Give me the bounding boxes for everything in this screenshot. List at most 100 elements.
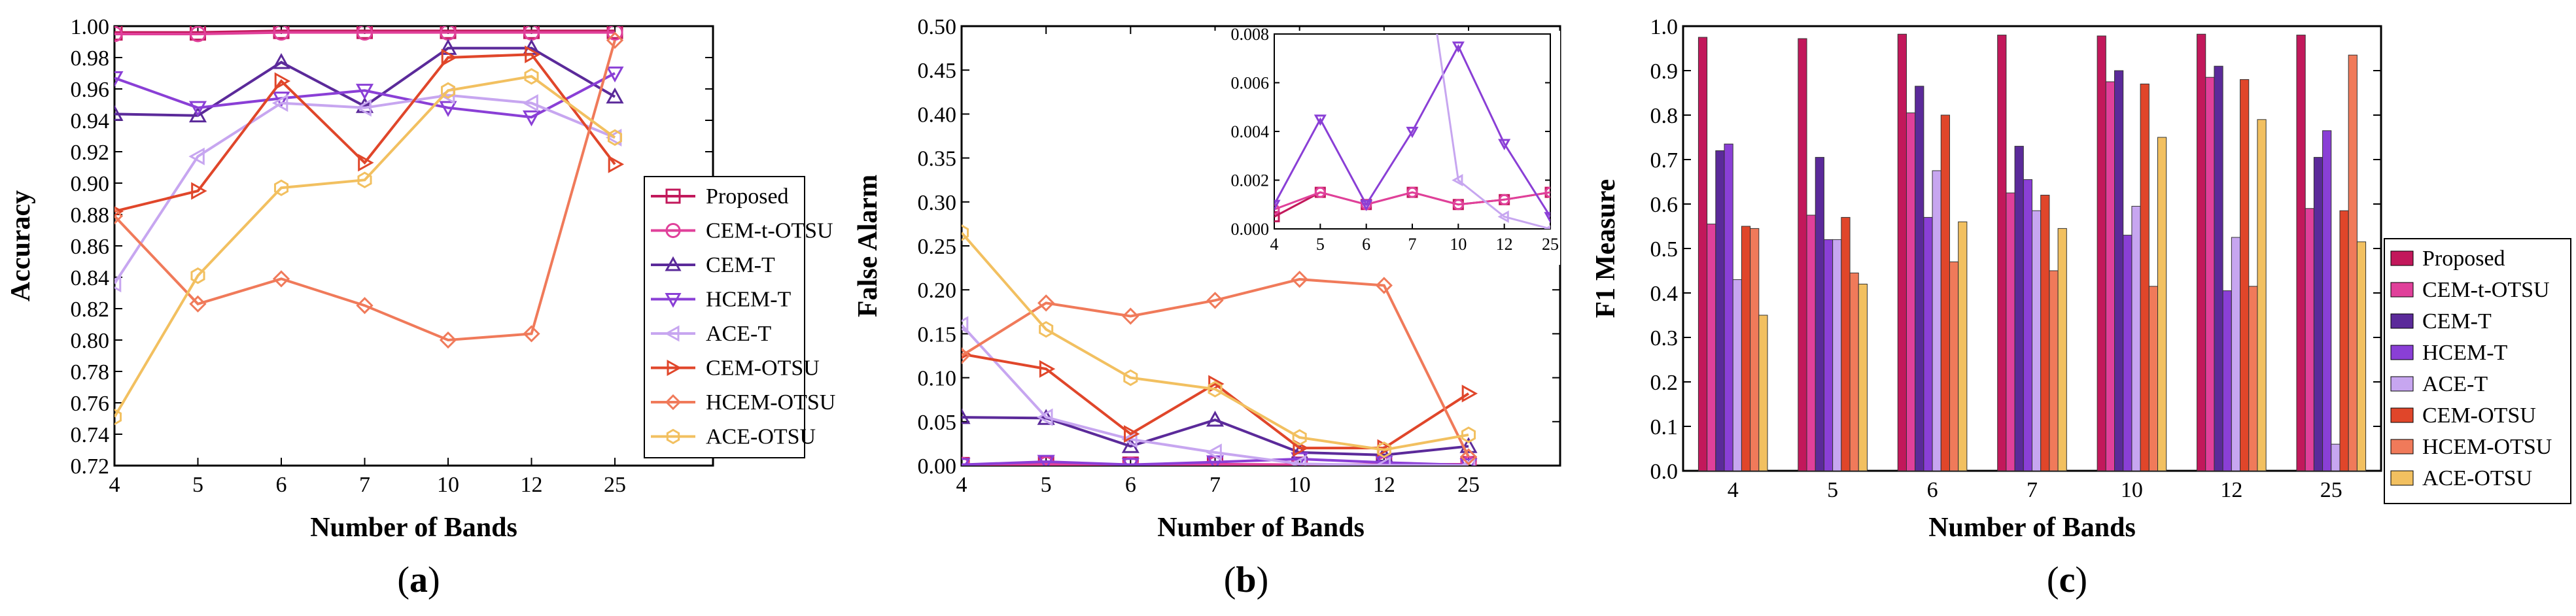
y-tick-label: 0.2	[1650, 371, 1679, 395]
data-point-hcem-otsu	[272, 270, 290, 288]
x-tick-label: 6	[1927, 478, 1938, 502]
inset-x-tick-label: 6	[1362, 235, 1370, 254]
bar-proposed	[1897, 33, 1907, 471]
y-tick-label: 0.30	[918, 191, 957, 215]
legend-swatch-hcem-otsu	[2390, 439, 2414, 454]
legend-label-proposed: Proposed	[2422, 247, 2505, 271]
data-point-ace-otsu	[962, 224, 969, 241]
inset-data-point-cem-t-otsu	[1499, 194, 1510, 205]
bar-cem-otsu	[1741, 226, 1751, 471]
inset-plot-area	[1274, 34, 1550, 229]
legend-label-ace-otsu: ACE-OTSU	[706, 425, 816, 449]
y-tick-label: 0.1	[1650, 415, 1679, 439]
inset-data-point-cem-t-otsu	[1406, 186, 1418, 198]
data-point-ace-t	[188, 147, 205, 165]
data-point-cem-t-otsu	[1037, 456, 1054, 466]
bar-ace-t	[1732, 279, 1742, 471]
data-point-hcem-t	[522, 110, 541, 127]
bar-cem-t-otsu	[1806, 214, 1816, 471]
bar-ace-t	[2331, 443, 2341, 471]
y-tick-label: 0.5	[1650, 237, 1679, 262]
legend-label-cem-t: CEM-T	[2422, 309, 2492, 334]
legend-label-cem-t-otsu: CEM-t-OTSU	[2422, 278, 2550, 302]
y-tick-label: 0.20	[918, 279, 957, 303]
legend-label-cem-otsu: CEM-OTSU	[2422, 403, 2536, 428]
series-line-cem-otsu	[962, 352, 1470, 450]
data-point-cem-t-otsu	[357, 26, 373, 41]
bar-proposed	[2097, 35, 2106, 471]
y-tick-label: 1.00	[71, 15, 110, 39]
data-point-cem-otsu	[114, 206, 124, 217]
y-tick-label: 0.002	[1231, 171, 1270, 190]
y-tick-label: 0.50	[918, 15, 957, 39]
data-point-ace-otsu	[190, 267, 205, 284]
bar-cem-t	[1715, 150, 1725, 471]
inset-background	[1202, 31, 1560, 265]
bar-cem-t-otsu	[2006, 192, 2015, 471]
inset-data-point-cem-t-otsu	[1544, 186, 1550, 198]
inset-chart: 0.000 0.002 0.004 0.006 0.008 4 5 6 7 10 12 25	[1231, 25, 1559, 254]
panel-b-false-alarm-chart: 0.00 0.05 0.10 0.15 0.20 0.25 0.30 0.35 0.40 0.45…	[853, 15, 1561, 543]
legend-swatch-ace-otsu	[2390, 470, 2414, 486]
bar-proposed	[1997, 35, 2007, 471]
data-point-ace-otsu	[440, 82, 456, 99]
series-line-ace-otsu	[114, 75, 616, 418]
inset-series-line-hcem-t	[1274, 44, 1550, 218]
data-point-hcem-otsu	[1291, 270, 1308, 288]
y-axis-label: Accuracy	[6, 190, 36, 301]
inset-data-point-hcem-t	[1360, 199, 1373, 211]
data-point-cem-t	[1206, 411, 1225, 427]
y-tick-label: 0.86	[71, 235, 110, 259]
data-point-hcem-t	[188, 101, 207, 117]
bar-cem-otsu	[2040, 194, 2050, 471]
data-point-hcem-otsu	[439, 331, 457, 349]
y-tick-label: 0.00	[918, 454, 957, 479]
y-tick-label: 0.45	[918, 59, 957, 83]
bar-hcem-otsu	[2148, 286, 2159, 471]
data-point-ace-otsu	[1123, 369, 1138, 386]
data-point-ace-otsu	[273, 179, 289, 196]
series-line-ace-t	[962, 324, 1469, 466]
inset-x-tick-label: 10	[1450, 235, 1467, 254]
bar-cem-t	[2214, 65, 2223, 471]
data-point-cem-otsu	[1039, 360, 1056, 378]
inset-x-tick-label: 25	[1542, 235, 1559, 254]
legend-marker-proposed	[665, 188, 681, 204]
legend-swatch-ace-t	[2390, 376, 2414, 392]
inset-data-point-hcem-t	[1452, 41, 1465, 53]
data-point-ace-otsu	[357, 171, 372, 188]
legend-marker-ace-t	[664, 325, 680, 342]
data-point-ace-t	[1206, 443, 1222, 462]
legend-swatch-proposed	[2390, 250, 2414, 266]
data-point-cem-otsu	[274, 72, 291, 90]
data-point-ace-t	[1121, 430, 1138, 449]
y-tick-label: 0.80	[71, 329, 110, 353]
x-tick-label: 10	[2121, 478, 2143, 502]
legend-box	[2384, 238, 2571, 504]
y-tick-label: 0.82	[71, 298, 110, 322]
bar-hcem-t	[1724, 143, 1733, 471]
y-tick-label: 0.90	[71, 172, 110, 196]
bar-ace-otsu	[1858, 283, 1868, 471]
data-point-ace-t	[271, 94, 288, 112]
legend-label-hcem-t: HCEM-T	[706, 288, 792, 312]
y-tick-label: 0.9	[1650, 60, 1679, 84]
y-tick-label: 0.92	[71, 141, 110, 165]
x-tick-label: 7	[1210, 473, 1221, 497]
data-point-hcem-otsu	[114, 207, 124, 225]
series-line-hcem-otsu	[962, 278, 1470, 458]
data-point-ace-otsu	[1292, 429, 1307, 446]
y-tick-label: 0.94	[71, 109, 110, 133]
data-point-hcem-t	[439, 101, 457, 117]
series-line-proposed	[114, 29, 615, 34]
series-line-ace-otsu	[962, 231, 1469, 451]
legend-swatch-cem-t	[2390, 313, 2414, 329]
data-point-hcem-t	[1459, 458, 1478, 466]
x-tick-label: 6	[1125, 473, 1136, 497]
series-line-cem-t-otsu	[114, 31, 615, 35]
x-tick-label: 5	[1041, 473, 1052, 497]
plot-frame	[113, 25, 714, 467]
bar-hcem-t	[2123, 235, 2132, 471]
plot-area	[114, 26, 625, 426]
legend-swatch-cem-t-otsu	[2390, 282, 2414, 298]
